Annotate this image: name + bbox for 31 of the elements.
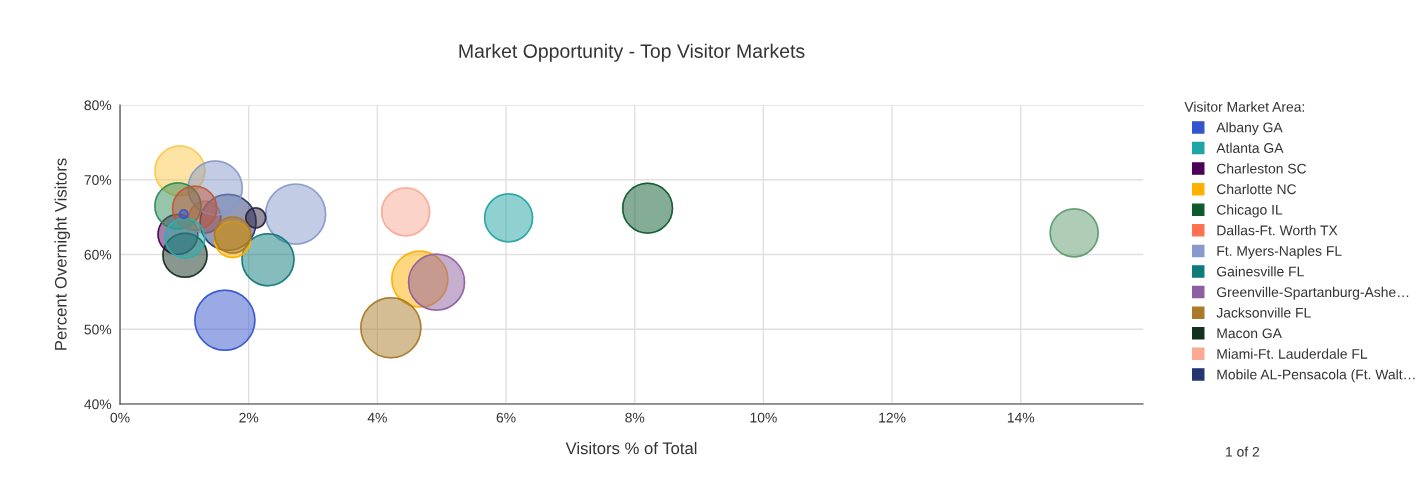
x-tick-label: 14% bbox=[1007, 412, 1035, 423]
legend-label: Ft. Myers-Naples FL bbox=[1217, 245, 1342, 259]
legend-label: Macon GA bbox=[1217, 328, 1282, 339]
legend-label: Charlotte NC bbox=[1217, 183, 1297, 195]
y-tick-label: 40% bbox=[84, 399, 112, 410]
x-tick-label: 6% bbox=[496, 412, 516, 423]
x-tick-label: 12% bbox=[879, 412, 906, 423]
x-tick-label: 4% bbox=[367, 412, 387, 423]
legend-label: Atlanta GA bbox=[1216, 142, 1284, 153]
legend-title: Visitor Market Area: bbox=[1184, 101, 1305, 112]
legend-label: Jacksonville FL bbox=[1216, 307, 1311, 318]
legend-label: Gainesville FL bbox=[1217, 266, 1304, 277]
y-tick-label: 50% bbox=[84, 324, 112, 335]
y-axis-title: Percent Overnight Visitors bbox=[54, 158, 70, 350]
x-tick-label: 0% bbox=[110, 412, 130, 423]
legend-label: Dallas-Ft. Worth TX bbox=[1217, 225, 1338, 236]
text: 1 of 2 bbox=[1226, 446, 1260, 457]
legend-label: Mobile AL-Pensacola (Ft. Walt… bbox=[1217, 369, 1415, 383]
legend-label: Charleston SC bbox=[1217, 163, 1307, 174]
legend-label: Miami-Ft. Lauderdale FL bbox=[1217, 348, 1368, 359]
legend-label: Chicago IL bbox=[1217, 204, 1283, 218]
x-tick-label: 2% bbox=[239, 412, 259, 423]
y-tick-label: 60% bbox=[84, 249, 112, 260]
x-axis-title: Visitors % of Total bbox=[565, 441, 697, 455]
legend-label: Albany GA bbox=[1216, 122, 1283, 136]
x-tick-label: 10% bbox=[750, 412, 777, 423]
chart-title: Market Opportunity - Top Visitor Markets bbox=[459, 43, 805, 62]
x-tick-label: 8% bbox=[625, 412, 645, 423]
legend-label: Greenville-Spartanburg-Ashe… bbox=[1217, 286, 1409, 300]
y-tick-label: 80% bbox=[84, 100, 112, 111]
y-tick-label: 70% bbox=[84, 175, 112, 185]
